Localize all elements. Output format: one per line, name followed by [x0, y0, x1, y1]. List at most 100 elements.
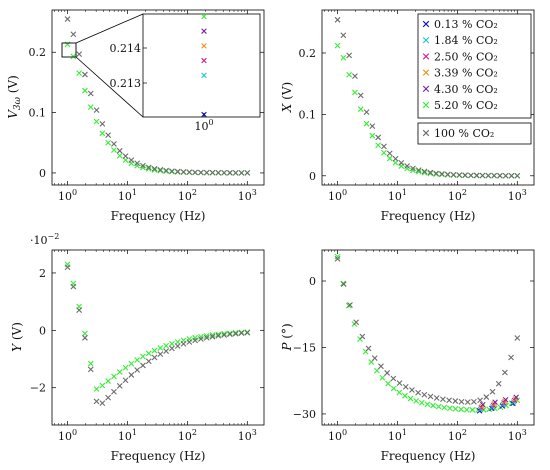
- inset-y-tick-label: 0.214: [110, 42, 142, 55]
- data-point: [82, 330, 88, 337]
- data-point: [404, 163, 411, 169]
- data-point: [479, 172, 486, 179]
- data-point: [427, 393, 434, 400]
- data-point: [238, 330, 245, 337]
- data-point: [495, 380, 502, 387]
- inset-point: [201, 72, 207, 79]
- data-point: [398, 159, 405, 166]
- y-axis-label: V3ω (V): [6, 75, 23, 119]
- data-point: [151, 167, 158, 173]
- data-point: [373, 367, 380, 374]
- scatter-points: [64, 261, 251, 406]
- legend-marker: [422, 53, 430, 60]
- data-point: [169, 168, 175, 175]
- data-point: [116, 152, 123, 159]
- y-multiplier: ·10−2: [30, 232, 59, 247]
- data-point: [415, 167, 422, 174]
- data-point: [70, 53, 77, 60]
- data-point: [390, 385, 397, 392]
- inset-point: [201, 57, 207, 64]
- data-point: [174, 343, 181, 349]
- y-tick-label: 0.2: [299, 47, 317, 60]
- data-point: [363, 109, 370, 115]
- data-point: [215, 332, 222, 339]
- x-tick-label: 100: [328, 188, 347, 203]
- data-point: [357, 106, 364, 113]
- x-tick-label: 103: [508, 428, 527, 443]
- data-point: [386, 150, 393, 157]
- data-point: [105, 394, 112, 401]
- data-point: [76, 307, 83, 313]
- data-point: [186, 169, 193, 176]
- data-point: [473, 172, 480, 179]
- data-point: [483, 394, 490, 400]
- legend-marker: [422, 129, 430, 137]
- data-point: [340, 281, 347, 287]
- data-point: [402, 392, 408, 399]
- data-point: [99, 130, 106, 137]
- data-point: [122, 377, 129, 384]
- data-point: [415, 389, 422, 396]
- x-tick-label: 103: [508, 188, 527, 203]
- data-point: [385, 380, 391, 387]
- y-tick-label: 0.1: [29, 107, 47, 120]
- data-point: [232, 330, 239, 337]
- axes-frame: [321, 249, 535, 426]
- data-point: [410, 165, 416, 172]
- x-tick-label: 100: [328, 428, 347, 443]
- data-point: [485, 172, 492, 179]
- data-point: [421, 169, 428, 176]
- data-point: [468, 172, 474, 179]
- data-point: [93, 118, 100, 125]
- data-point: [221, 330, 227, 337]
- data-point: [508, 172, 515, 179]
- y-tick-label: 0: [309, 170, 316, 183]
- data-point: [163, 348, 170, 354]
- data-point: [404, 165, 411, 172]
- data-point: [491, 172, 497, 179]
- legend-label: 100 % CO₂: [434, 127, 494, 140]
- inset: 0.214 0.213 100: [110, 13, 261, 133]
- data-point: [381, 143, 387, 150]
- zoom-box: [61, 42, 77, 58]
- data-point: [157, 351, 164, 358]
- data-point: [209, 169, 216, 176]
- data-point: [379, 374, 386, 381]
- data-point: [87, 366, 94, 373]
- data-point: [145, 358, 152, 365]
- panel-x: 100 101 102 103 0 0.1 0.2 Frequency (Hz) X (V)…: [280, 9, 535, 223]
- data-point: [386, 155, 393, 162]
- zoom-connector: [75, 13, 144, 44]
- data-point: [427, 170, 434, 177]
- data-point: [198, 336, 204, 342]
- data-point: [209, 333, 216, 340]
- legend-label: 3.39 % CO₂: [434, 67, 498, 80]
- axis-ticks: 100 101 102 103 2 0 −2: [30, 250, 264, 443]
- data-point: [450, 171, 457, 178]
- data-point: [116, 147, 123, 154]
- data-point: [87, 360, 94, 367]
- legend-label: 0.13 % CO₂: [434, 18, 498, 31]
- data-point: [122, 364, 129, 371]
- inset-x-tick-label: 100: [194, 118, 213, 133]
- data-point: [390, 375, 397, 382]
- data-point: [221, 332, 227, 338]
- data-point: [508, 354, 514, 361]
- data-point: [157, 345, 164, 351]
- data-point: [424, 401, 431, 408]
- data-point: [180, 341, 187, 347]
- data-point: [82, 334, 88, 341]
- inset-points: [201, 13, 207, 118]
- data-point: [70, 283, 77, 290]
- data-point: [140, 353, 146, 360]
- data-point: [392, 155, 399, 162]
- data-point: [352, 89, 358, 96]
- data-point: [203, 169, 210, 176]
- data-point: [396, 389, 403, 396]
- data-point: [244, 329, 251, 336]
- data-point: [99, 382, 106, 389]
- data-point: [433, 395, 440, 401]
- data-point: [489, 388, 496, 395]
- data-point: [174, 168, 181, 175]
